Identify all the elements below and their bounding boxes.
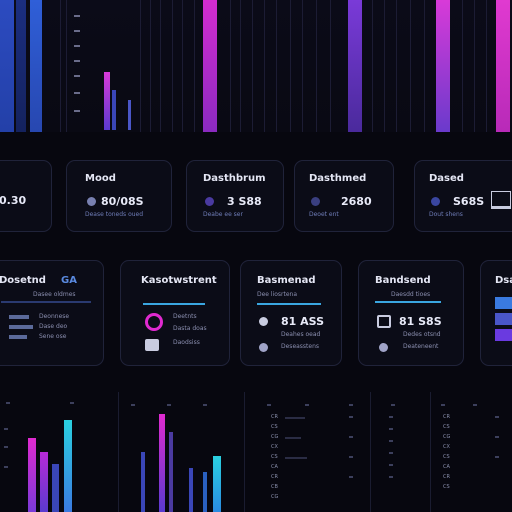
list-item: CR <box>443 474 450 480</box>
kpi-title: Dasthmed <box>309 173 367 184</box>
chart-bar <box>348 0 362 132</box>
info-card[interactable]: Basmenad Dee liosrtena 81 ASS Deahes oea… <box>240 260 342 366</box>
kpi-subtitle: Dease toneds oued <box>85 211 144 218</box>
chart-bar <box>436 0 450 132</box>
chart-bar <box>496 0 510 132</box>
chart-bar <box>30 0 42 132</box>
kpi-card[interactable]: Dased S68S Dout shens <box>414 160 512 232</box>
list-item: CA <box>443 464 450 470</box>
chart-bar <box>141 452 145 512</box>
card-subtitle: Dasee oldmes <box>33 291 76 298</box>
list-item: CR <box>443 414 450 420</box>
list-item: CA <box>271 464 278 470</box>
list-item: CG <box>443 434 451 440</box>
card-subtitle: Dee liosrtena <box>257 291 298 298</box>
kpi-title: Dasthbrum <box>203 173 266 184</box>
chart-bar <box>203 472 207 512</box>
chart-bar <box>128 100 131 130</box>
list-item: Dasta doas <box>173 325 207 332</box>
kpi-card[interactable]: Dasthbrum 3 S88 Deabe ee ser <box>186 160 284 232</box>
bottom-list-panel <box>370 392 431 512</box>
kpi-value: 80/08S <box>101 195 144 208</box>
list-item: Deahes oead <box>281 331 321 338</box>
card-title: Bandsend <box>375 275 431 286</box>
kpi-icon <box>431 197 440 206</box>
list-item: CG <box>271 434 279 440</box>
card-title: Kasotwstrent <box>141 275 217 286</box>
bottom-list-panel: CR CS CG CX CS CA CR CS <box>430 392 512 512</box>
lock-icon <box>259 317 268 326</box>
card-value: 81 S8S <box>399 315 442 328</box>
list-item: Dedes otsnd <box>403 331 441 338</box>
card-subtitle: Daesdd tioes <box>391 291 431 298</box>
list-item: Deseasstens <box>281 343 320 350</box>
list-item: Deonnese <box>39 313 70 320</box>
kpi-value: S68S <box>453 195 485 208</box>
bell-icon <box>259 343 268 352</box>
list-item: CS <box>443 484 450 490</box>
tag-icon <box>145 339 159 351</box>
kpi-icon <box>87 197 96 206</box>
list-item: CR <box>271 414 278 420</box>
kpi-card[interactable]: Mood 80/08S Dease toneds oued <box>66 160 172 232</box>
chart-bar <box>40 452 48 512</box>
card-title: Dosetnd <box>0 275 46 286</box>
kpi-card[interactable]: 0.30 <box>0 160 52 232</box>
list-item: CS <box>443 424 450 430</box>
settings-icon <box>379 343 388 352</box>
kpi-subtitle: Deabe ee ser <box>203 211 243 218</box>
info-card[interactable]: Kasotwstrent Deetnts Dasta doas Daodsiss <box>120 260 230 366</box>
chart-bar <box>203 0 217 132</box>
kpi-card[interactable]: Dasthmed 2680 Deoet ent <box>294 160 394 232</box>
list-item: CX <box>443 444 450 450</box>
bottom-bar-chart <box>0 392 104 512</box>
kpi-value: 2680 <box>341 195 372 208</box>
top-chart-band <box>0 0 512 132</box>
image-icon <box>377 315 391 328</box>
list-item: Sene ose <box>39 333 67 340</box>
chart-bar <box>159 414 165 512</box>
card-title: Basmenad <box>257 275 316 286</box>
chart-bar <box>0 0 14 132</box>
list-item: Deateneent <box>403 343 439 350</box>
kpi-subtitle: Dout shens <box>429 211 463 218</box>
card-title: Dsa <box>495 275 512 286</box>
kpi-subtitle: Deoet ent <box>309 211 339 218</box>
chart-bar <box>104 72 110 130</box>
chart-bar <box>64 420 72 512</box>
chart-bar <box>16 0 26 132</box>
chart-bar <box>112 90 116 130</box>
list-item: CB <box>271 484 278 490</box>
chart-bar <box>189 468 193 512</box>
bottom-bar-chart <box>118 392 237 512</box>
chart-bar <box>28 438 36 512</box>
kpi-title: Mood <box>85 173 116 184</box>
list-item: CX <box>271 444 278 450</box>
info-card[interactable]: Bandsend Daesdd tioes 81 S8S Dedes otsnd… <box>358 260 464 366</box>
card-value: 81 ASS <box>281 315 325 328</box>
list-item: CG <box>271 494 279 500</box>
card-badge: GA <box>61 275 77 286</box>
list-item: Daodsiss <box>173 339 200 346</box>
list-item: CS <box>443 454 450 460</box>
kpi-value: 3 S88 <box>227 195 262 208</box>
chart-bar <box>52 464 59 512</box>
bottom-list-panel: CR CS CG CX CS CA CR CB CG <box>244 392 365 512</box>
list-item: Dase deo <box>39 323 68 330</box>
list-item: CS <box>271 424 278 430</box>
screen-icon <box>491 191 511 209</box>
kpi-value: 0.30 <box>0 194 27 207</box>
list-item: Deetnts <box>173 313 197 320</box>
list-item: CR <box>271 474 278 480</box>
kpi-icon <box>205 197 214 206</box>
chart-bar <box>213 456 221 512</box>
donut-icon <box>145 313 163 331</box>
kpi-title: Dased <box>429 173 464 184</box>
info-card[interactable]: Dsa <box>480 260 512 366</box>
kpi-icon <box>311 197 320 206</box>
info-card[interactable]: Dosetnd GA Dasee oldmes Deonnese Dase de… <box>0 260 104 366</box>
chart-bar <box>169 432 173 512</box>
list-item: CS <box>271 454 278 460</box>
